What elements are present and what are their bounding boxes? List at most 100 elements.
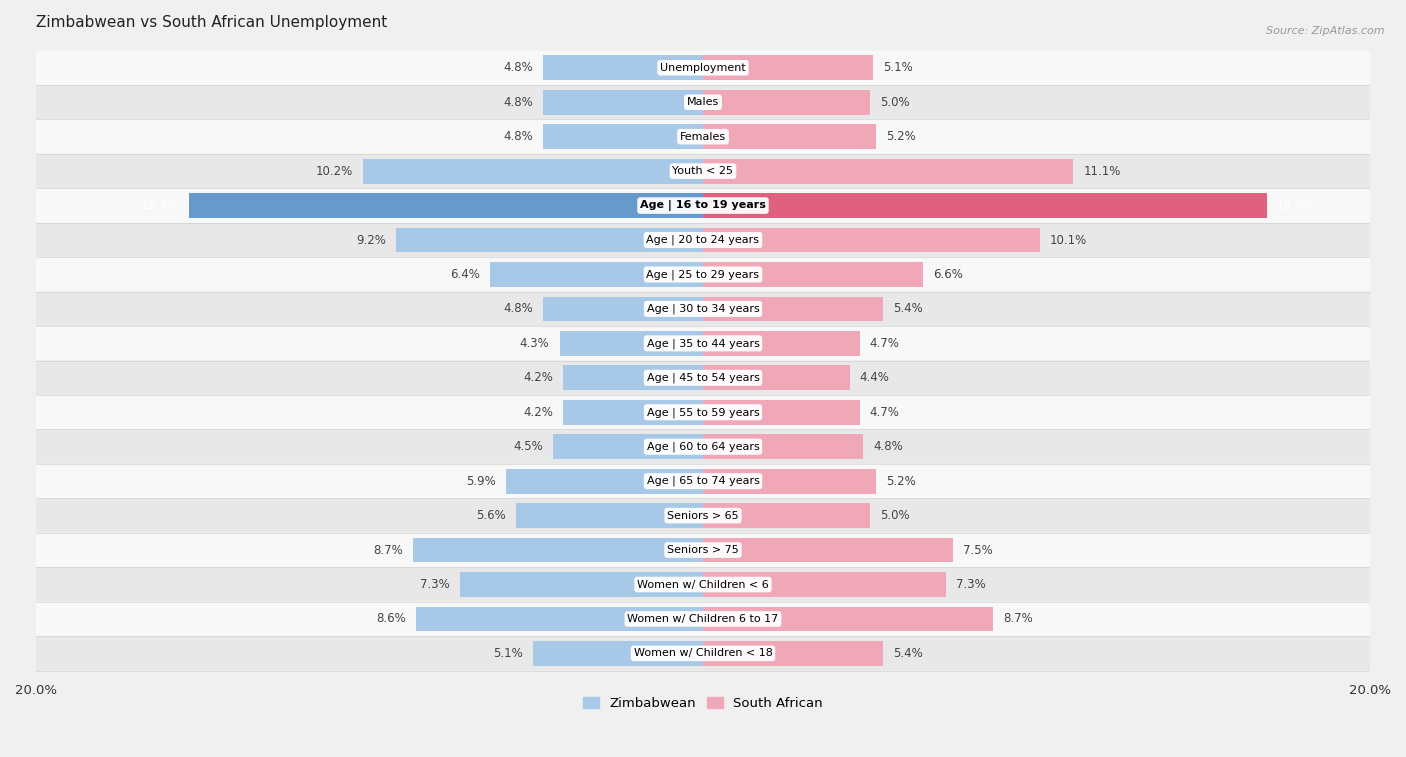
Text: Women w/ Children < 18: Women w/ Children < 18 xyxy=(634,649,772,659)
Bar xyxy=(703,297,883,321)
FancyBboxPatch shape xyxy=(37,464,1369,498)
Text: Zimbabwean vs South African Unemployment: Zimbabwean vs South African Unemployment xyxy=(37,15,387,30)
Text: Unemployment: Unemployment xyxy=(661,63,745,73)
FancyBboxPatch shape xyxy=(37,223,1369,257)
FancyBboxPatch shape xyxy=(37,498,1369,533)
FancyBboxPatch shape xyxy=(37,85,1369,120)
FancyBboxPatch shape xyxy=(37,567,1369,602)
Text: 15.4%: 15.4% xyxy=(142,199,180,212)
Text: 5.4%: 5.4% xyxy=(893,647,922,660)
Text: 11.1%: 11.1% xyxy=(1083,164,1121,178)
Text: 5.1%: 5.1% xyxy=(883,61,912,74)
Text: 4.8%: 4.8% xyxy=(873,441,903,453)
Text: 5.2%: 5.2% xyxy=(886,475,917,488)
Bar xyxy=(703,331,859,356)
Text: 4.8%: 4.8% xyxy=(503,95,533,109)
FancyBboxPatch shape xyxy=(37,602,1369,636)
Bar xyxy=(703,435,863,459)
Text: 8.6%: 8.6% xyxy=(377,612,406,625)
Text: 4.7%: 4.7% xyxy=(870,406,900,419)
Bar xyxy=(703,55,873,80)
FancyBboxPatch shape xyxy=(37,188,1369,223)
Text: Age | 65 to 74 years: Age | 65 to 74 years xyxy=(647,476,759,487)
Text: 10.1%: 10.1% xyxy=(1050,233,1087,247)
Text: 7.5%: 7.5% xyxy=(963,544,993,556)
Text: Females: Females xyxy=(681,132,725,142)
Text: Age | 30 to 34 years: Age | 30 to 34 years xyxy=(647,304,759,314)
Text: Age | 60 to 64 years: Age | 60 to 64 years xyxy=(647,441,759,452)
Text: 5.4%: 5.4% xyxy=(893,302,922,316)
Text: 4.3%: 4.3% xyxy=(520,337,550,350)
Bar xyxy=(562,366,703,390)
Text: 4.4%: 4.4% xyxy=(859,372,890,385)
Text: 7.3%: 7.3% xyxy=(420,578,450,591)
Text: 8.7%: 8.7% xyxy=(1002,612,1033,625)
Bar xyxy=(516,503,703,528)
Bar xyxy=(703,228,1040,252)
Bar xyxy=(533,641,703,666)
Text: 7.3%: 7.3% xyxy=(956,578,986,591)
Text: Age | 25 to 29 years: Age | 25 to 29 years xyxy=(647,269,759,280)
FancyBboxPatch shape xyxy=(37,51,1369,85)
Bar xyxy=(562,400,703,425)
Text: Age | 16 to 19 years: Age | 16 to 19 years xyxy=(640,200,766,211)
Text: 4.7%: 4.7% xyxy=(870,337,900,350)
Text: Age | 20 to 24 years: Age | 20 to 24 years xyxy=(647,235,759,245)
Bar xyxy=(363,159,703,183)
Text: 10.2%: 10.2% xyxy=(315,164,353,178)
Bar xyxy=(703,159,1073,183)
Bar xyxy=(703,366,849,390)
Text: 4.8%: 4.8% xyxy=(503,302,533,316)
Bar xyxy=(489,262,703,287)
Bar xyxy=(416,606,703,631)
FancyBboxPatch shape xyxy=(37,120,1369,154)
FancyBboxPatch shape xyxy=(37,326,1369,360)
FancyBboxPatch shape xyxy=(37,429,1369,464)
Text: Age | 45 to 54 years: Age | 45 to 54 years xyxy=(647,372,759,383)
Text: 5.9%: 5.9% xyxy=(467,475,496,488)
Text: Women w/ Children 6 to 17: Women w/ Children 6 to 17 xyxy=(627,614,779,624)
Text: 5.2%: 5.2% xyxy=(886,130,917,143)
Bar xyxy=(553,435,703,459)
Text: 4.8%: 4.8% xyxy=(503,130,533,143)
Text: 16.9%: 16.9% xyxy=(1277,199,1315,212)
Bar xyxy=(703,572,946,597)
Bar xyxy=(396,228,703,252)
FancyBboxPatch shape xyxy=(37,291,1369,326)
Bar xyxy=(703,641,883,666)
Bar xyxy=(560,331,703,356)
Bar xyxy=(190,193,703,218)
Text: Women w/ Children < 6: Women w/ Children < 6 xyxy=(637,580,769,590)
Bar xyxy=(506,469,703,494)
Text: Age | 35 to 44 years: Age | 35 to 44 years xyxy=(647,338,759,349)
Text: 6.6%: 6.6% xyxy=(934,268,963,281)
Text: 6.4%: 6.4% xyxy=(450,268,479,281)
Bar xyxy=(703,606,993,631)
Text: Age | 55 to 59 years: Age | 55 to 59 years xyxy=(647,407,759,418)
Bar xyxy=(543,90,703,114)
FancyBboxPatch shape xyxy=(37,360,1369,395)
Bar xyxy=(543,297,703,321)
Bar xyxy=(703,262,924,287)
Text: 4.5%: 4.5% xyxy=(513,441,543,453)
Text: 5.0%: 5.0% xyxy=(880,95,910,109)
FancyBboxPatch shape xyxy=(37,395,1369,429)
Bar xyxy=(543,124,703,149)
Text: 4.2%: 4.2% xyxy=(523,372,553,385)
Bar xyxy=(703,124,876,149)
Bar xyxy=(703,469,876,494)
Bar xyxy=(543,55,703,80)
Bar xyxy=(703,90,870,114)
Text: 8.7%: 8.7% xyxy=(373,544,404,556)
Bar xyxy=(703,503,870,528)
Bar xyxy=(703,193,1267,218)
Text: 5.0%: 5.0% xyxy=(880,509,910,522)
Text: Males: Males xyxy=(688,97,718,107)
Bar xyxy=(413,537,703,562)
FancyBboxPatch shape xyxy=(37,636,1369,671)
FancyBboxPatch shape xyxy=(37,154,1369,188)
Legend: Zimbabwean, South African: Zimbabwean, South African xyxy=(578,692,828,715)
Bar xyxy=(460,572,703,597)
Bar xyxy=(703,537,953,562)
Text: 4.2%: 4.2% xyxy=(523,406,553,419)
